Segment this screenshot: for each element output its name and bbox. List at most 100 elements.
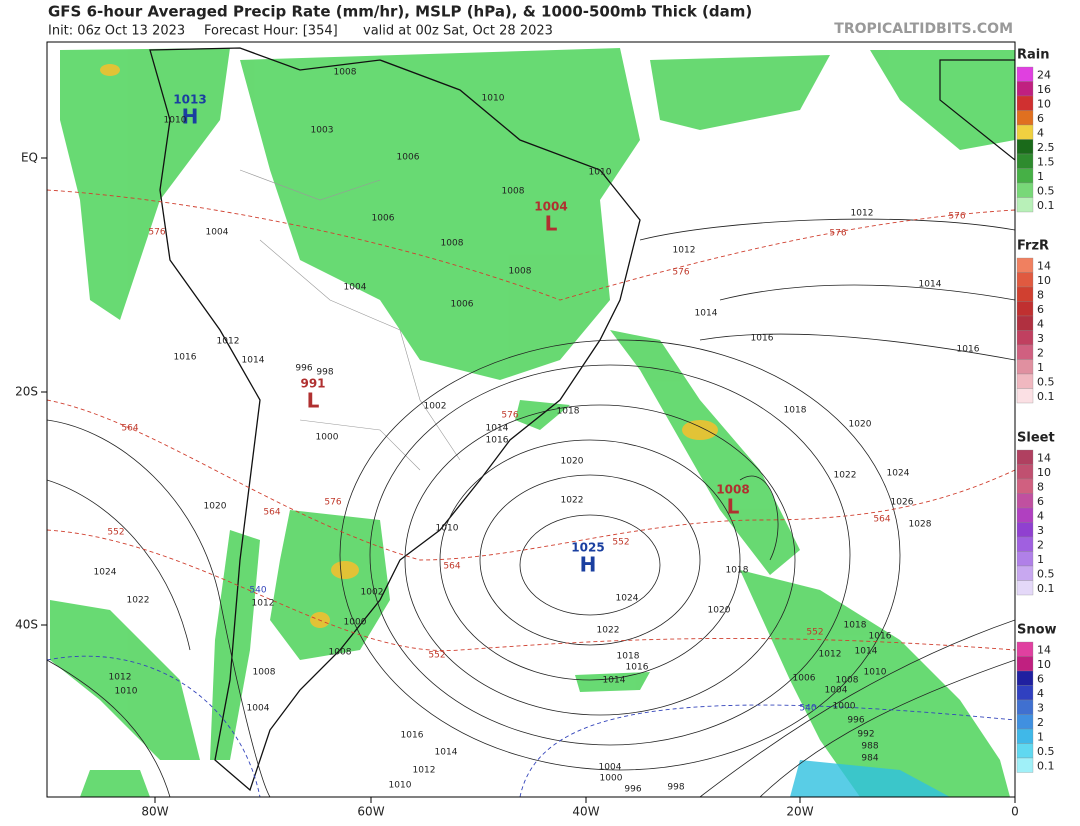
- map-area: 1025H1004L991L1008L1013H1010100810061003…: [47, 42, 1015, 797]
- thickness-label: 552: [428, 651, 445, 661]
- isobar-label: 1020: [708, 606, 731, 616]
- isobar-label: 1008: [253, 668, 276, 678]
- isobar-label: 1008: [334, 68, 357, 78]
- brand: TROPICALTIDBITS.COM: [834, 21, 1013, 37]
- isobars: [47, 218, 1015, 797]
- legend-swatch: [1016, 685, 1034, 701]
- isobar-label: 1018: [784, 406, 807, 416]
- lat-label: 20S: [15, 385, 38, 399]
- legend-label: 0.1: [1037, 390, 1055, 403]
- legend-label: 0.1: [1037, 760, 1055, 773]
- legend-swatch: [1016, 656, 1034, 672]
- thickness-lines: [47, 189, 1015, 652]
- isobar-label: 998: [316, 368, 333, 378]
- valid-time: valid at 00z Sat, Oct 28 2023: [363, 24, 553, 39]
- legend-label: 6: [1037, 495, 1044, 508]
- isobar-label: 1016: [486, 436, 509, 446]
- forecast-hour: Forecast Hour: [354]: [204, 24, 338, 39]
- thickness-label: 552: [107, 528, 124, 538]
- legend-title: Snow: [1017, 623, 1057, 638]
- legend-label: 1: [1037, 361, 1044, 374]
- legend-swatch: [1016, 182, 1034, 198]
- thickness-label: 576: [672, 268, 689, 278]
- isobar-label: 1010: [389, 781, 412, 791]
- legend-swatch: [1016, 257, 1034, 273]
- thickness-label: 576: [148, 228, 165, 238]
- legend-swatch: [1016, 66, 1034, 82]
- coastline: [149, 47, 641, 792]
- isobar-label: 1016: [401, 731, 424, 741]
- legend-swatch: [1016, 344, 1034, 360]
- isobar-label: 1004: [344, 283, 367, 293]
- pressure-center-value: 1025: [571, 541, 604, 555]
- isobar-label: 1020: [204, 502, 227, 512]
- legend-swatch: [1016, 110, 1034, 126]
- isobar-label: 1008: [836, 676, 859, 686]
- legend-swatch: [1016, 301, 1034, 317]
- isobar-label: 996: [624, 785, 641, 795]
- legend-label: 1: [1037, 170, 1044, 183]
- legend-label: 0.5: [1037, 745, 1055, 758]
- isobar-label: 1006: [451, 300, 474, 310]
- legend-swatch: [1016, 478, 1034, 494]
- legend-swatch: [1016, 388, 1034, 404]
- init-time: Init: 06z Oct 13 2023: [48, 24, 185, 39]
- isobar-label: 1012: [673, 246, 696, 256]
- borders: [239, 169, 461, 471]
- legend-swatch: [1016, 272, 1034, 288]
- legend-swatch: [1016, 551, 1034, 567]
- isobar-label: 984: [861, 754, 878, 764]
- isobar-label: 1008: [441, 239, 464, 249]
- legend-swatch: [1016, 580, 1034, 596]
- thickness-label: 564: [263, 508, 280, 518]
- lat-label: EQ: [21, 151, 38, 165]
- isobar-label: 1004: [825, 686, 848, 696]
- thickness-label: 552: [612, 538, 629, 548]
- legend-swatch: [1016, 728, 1034, 744]
- isobar-label: 1010: [436, 524, 459, 534]
- isobar-label: 1014: [695, 309, 718, 319]
- isobar-label: 1028: [909, 520, 932, 530]
- legend-swatch: [1016, 315, 1034, 331]
- legend-swatch: [1016, 124, 1034, 140]
- isobar-label: 1012: [109, 673, 132, 683]
- isobar-label: 1016: [751, 334, 774, 344]
- cold-thickness-lines: [47, 655, 1015, 797]
- coastline-africa: [939, 59, 1015, 161]
- legend-swatch: [1016, 373, 1034, 389]
- legend-label: 10: [1037, 658, 1051, 671]
- legend-swatch: [1016, 464, 1034, 480]
- thickness-label: 576: [948, 212, 965, 222]
- legend-swatch: [1016, 699, 1034, 715]
- isobar-label: 1006: [397, 153, 420, 163]
- pressure-center-letter: H: [182, 105, 199, 129]
- isobar-label: 1010: [482, 94, 505, 104]
- lon-label: 40W: [572, 805, 599, 819]
- pressure-center-value: 991: [300, 377, 325, 391]
- isobar-label: 1014: [486, 424, 509, 434]
- isobar-label: 1018: [726, 566, 749, 576]
- isobar-label: 996: [847, 716, 864, 726]
- legend-swatch: [1016, 743, 1034, 759]
- isobar-label: 1010: [864, 668, 887, 678]
- isobar-label: 1004: [206, 228, 229, 238]
- lon-label: 20W: [786, 805, 813, 819]
- lon-label: 80W: [141, 805, 168, 819]
- legend-label: 8: [1037, 481, 1044, 494]
- legend-label: 1: [1037, 553, 1044, 566]
- legend-swatch: [1016, 507, 1034, 523]
- thickness-label: 564: [873, 515, 890, 525]
- legend-label: 14: [1037, 260, 1051, 273]
- snow-area: [790, 760, 950, 797]
- pressure-center-value: 1008: [716, 483, 749, 497]
- legend-swatch: [1016, 330, 1034, 346]
- isobar-label: 1020: [561, 457, 584, 467]
- legend-label: 0.1: [1037, 199, 1055, 212]
- legend-swatch: [1016, 757, 1034, 773]
- isobar-label: 1016: [957, 345, 980, 355]
- legend-label: 10: [1037, 466, 1051, 479]
- legend-label: 2: [1037, 347, 1044, 360]
- isobar-label: 992: [857, 730, 874, 740]
- isobar-label: 1026: [891, 498, 914, 508]
- legend-label: 10: [1037, 98, 1051, 111]
